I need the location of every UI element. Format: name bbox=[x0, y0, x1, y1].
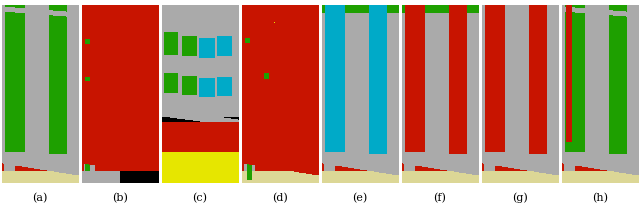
Text: (f): (f) bbox=[433, 192, 447, 203]
Text: (d): (d) bbox=[272, 192, 288, 203]
Text: (a): (a) bbox=[32, 192, 48, 203]
Text: (c): (c) bbox=[193, 192, 207, 203]
Text: (h): (h) bbox=[592, 192, 608, 203]
Text: (g): (g) bbox=[512, 192, 528, 203]
Text: (e): (e) bbox=[353, 192, 367, 203]
Text: (b): (b) bbox=[112, 192, 128, 203]
